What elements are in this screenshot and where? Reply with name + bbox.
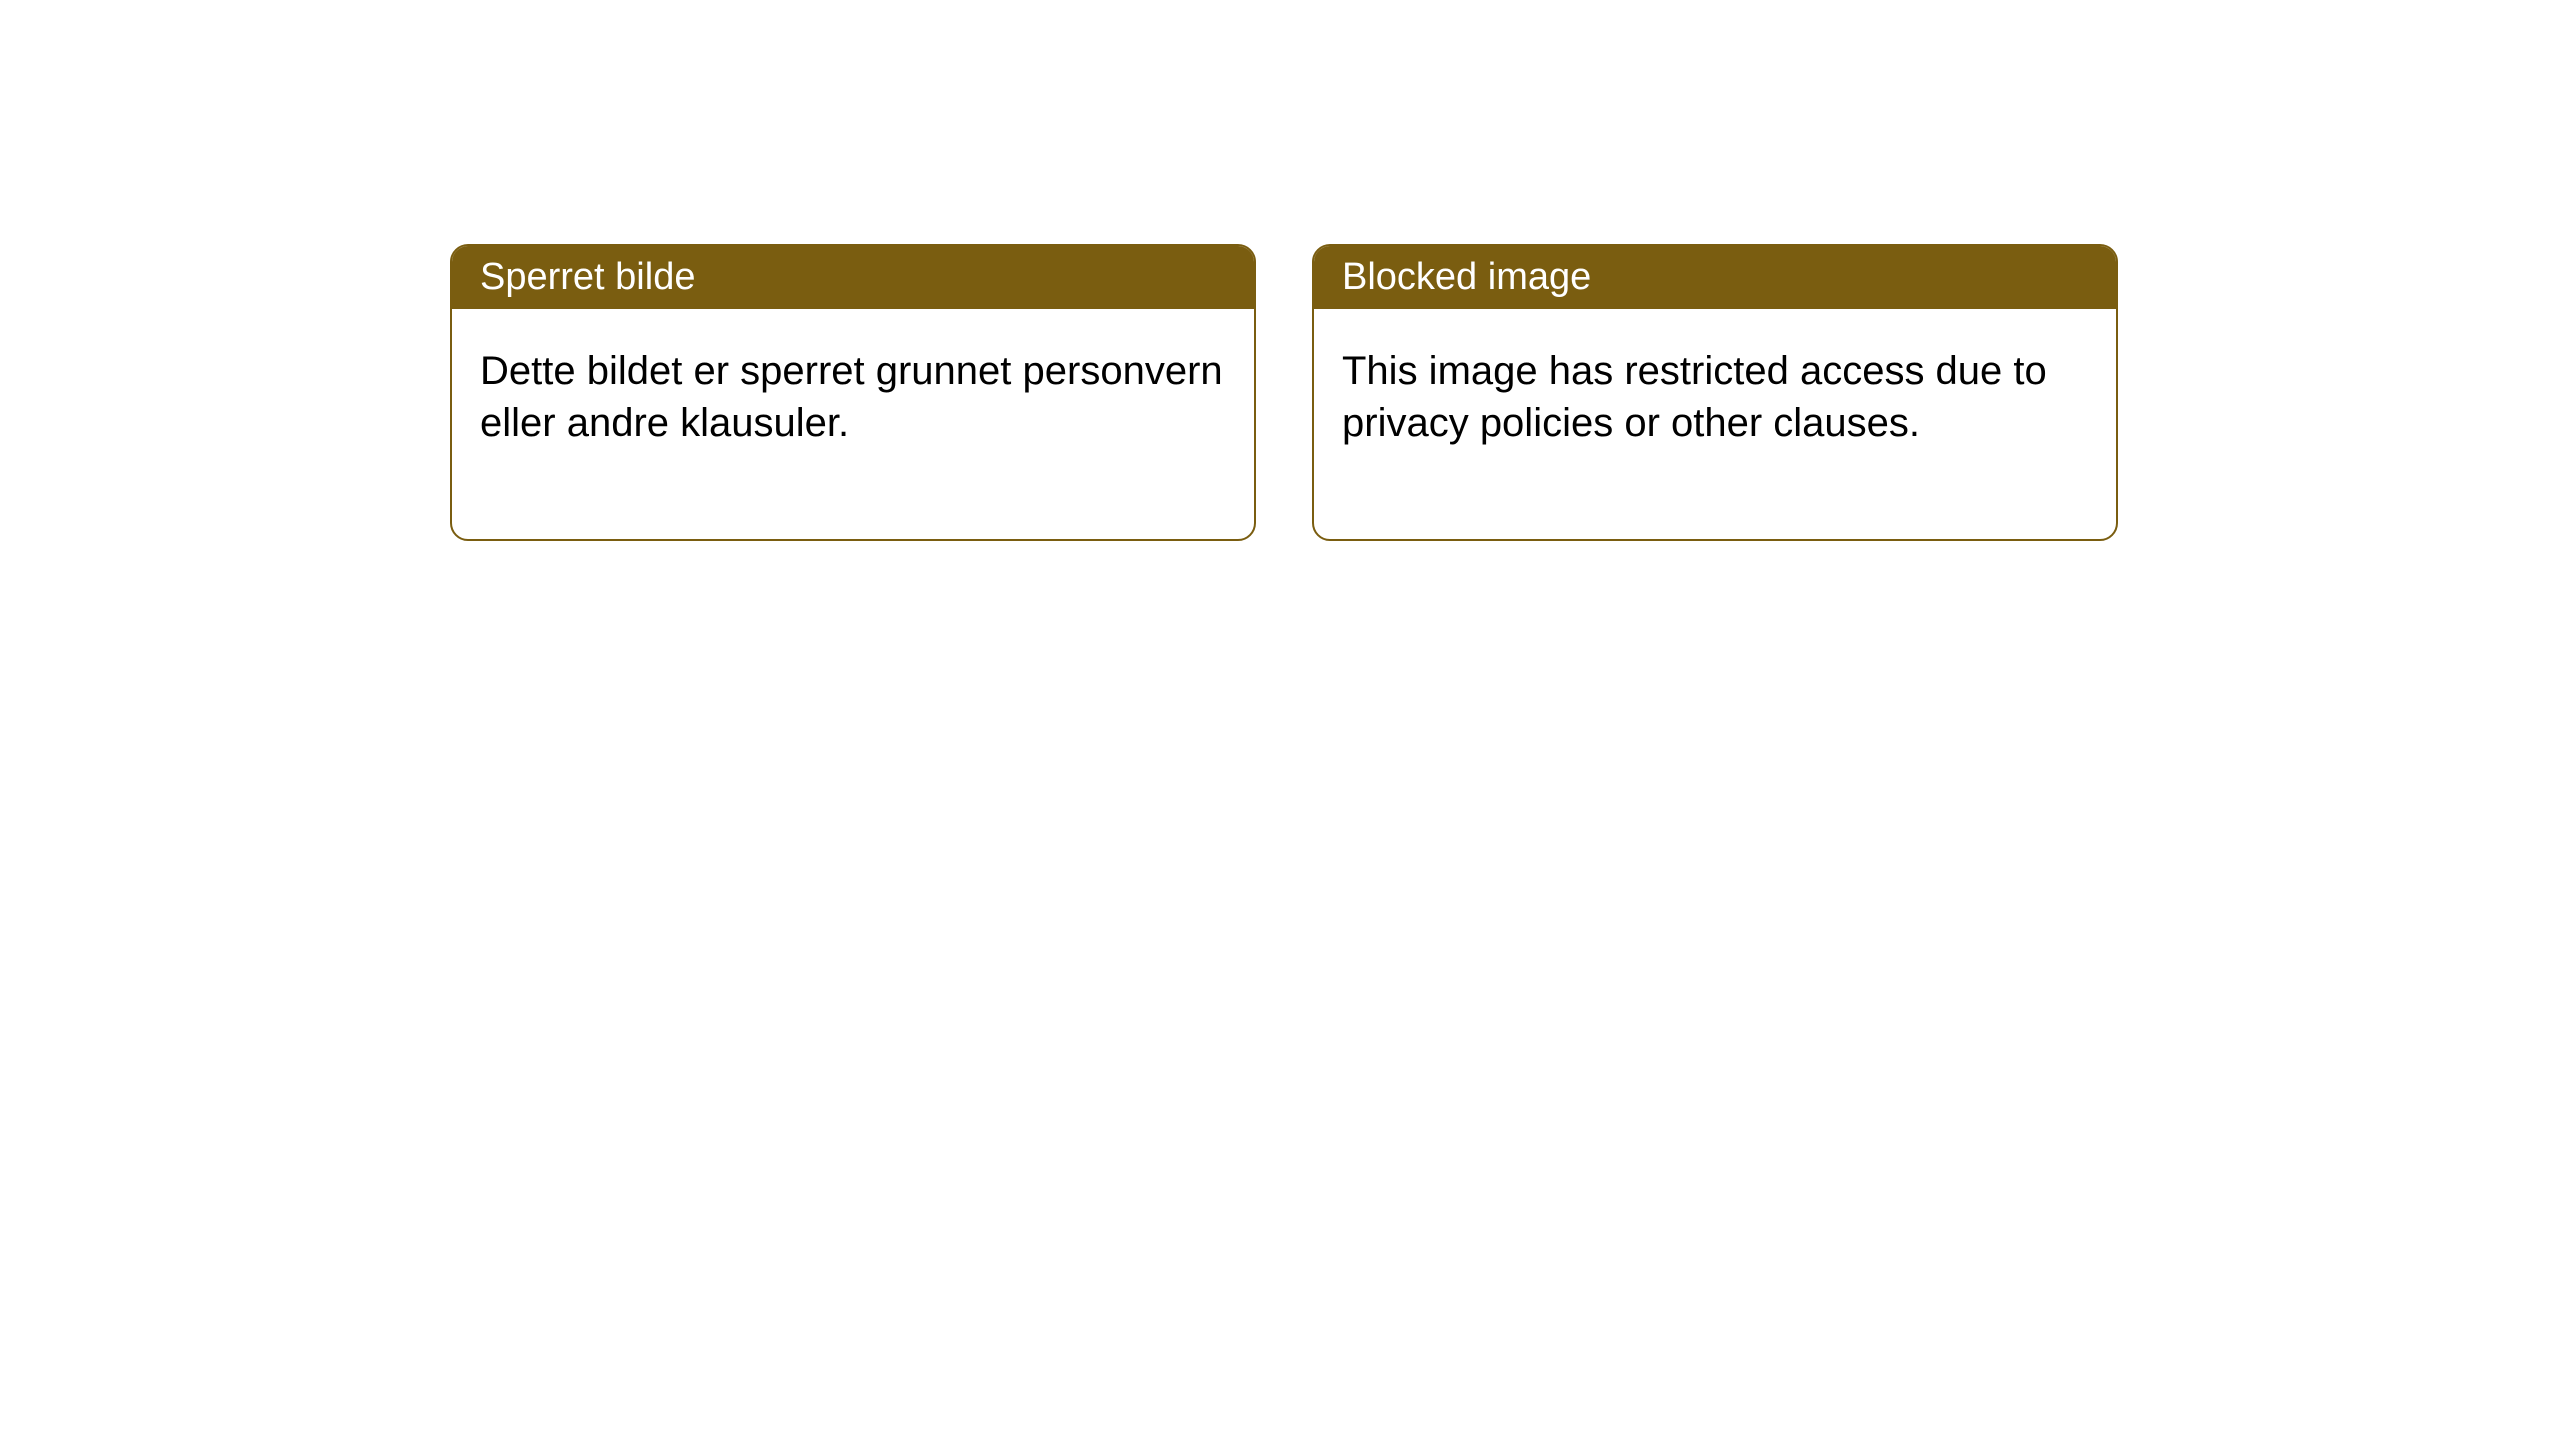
card-header-norwegian: Sperret bilde: [452, 246, 1254, 309]
card-header-english: Blocked image: [1314, 246, 2116, 309]
notice-card-english: Blocked image This image has restricted …: [1312, 244, 2118, 541]
notice-container: Sperret bilde Dette bildet er sperret gr…: [450, 244, 2118, 541]
card-body-norwegian: Dette bildet er sperret grunnet personve…: [452, 309, 1254, 539]
card-title-norwegian: Sperret bilde: [480, 256, 695, 298]
card-title-english: Blocked image: [1342, 256, 1591, 298]
card-text-english: This image has restricted access due to …: [1342, 349, 2047, 445]
card-body-english: This image has restricted access due to …: [1314, 309, 2116, 539]
notice-card-norwegian: Sperret bilde Dette bildet er sperret gr…: [450, 244, 1256, 541]
card-text-norwegian: Dette bildet er sperret grunnet personve…: [480, 349, 1223, 445]
